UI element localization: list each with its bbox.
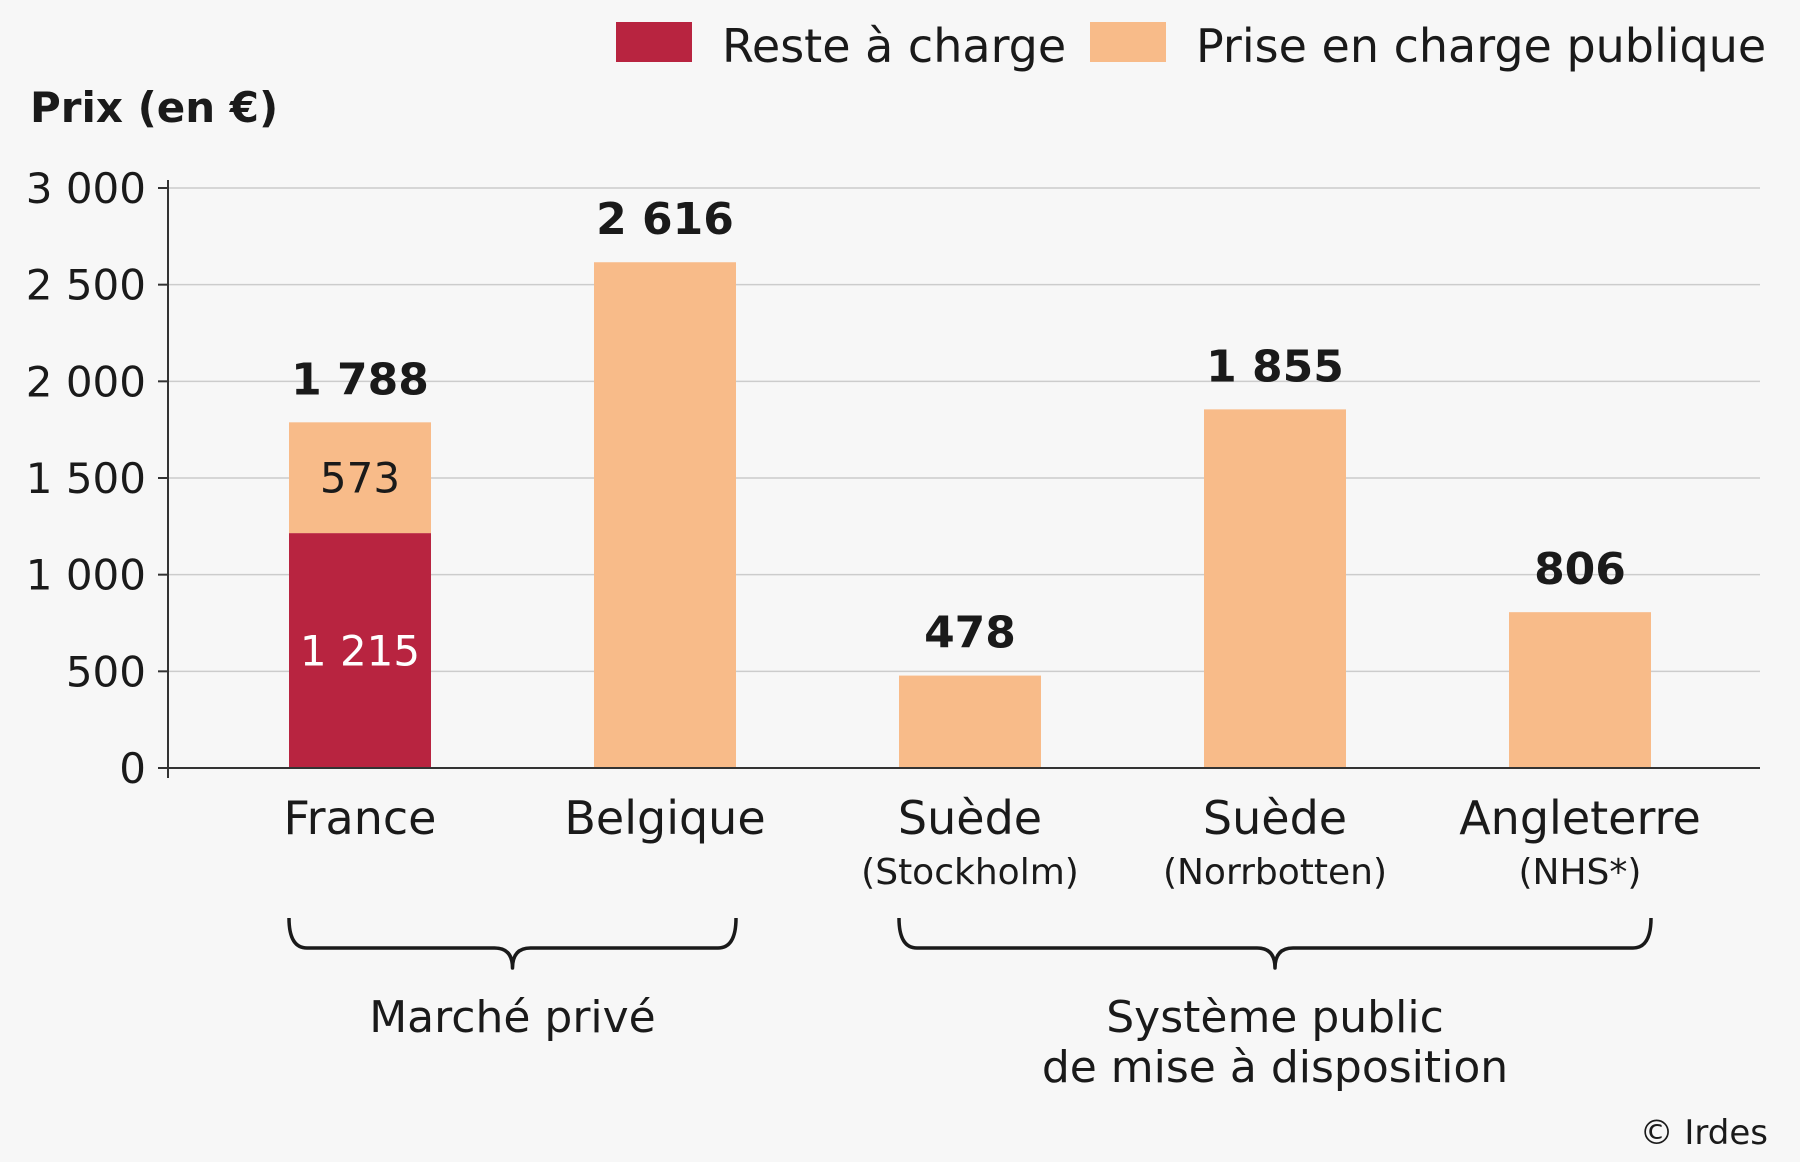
category-label: France [284, 791, 437, 845]
group-label: Système public [1106, 992, 1444, 1043]
axes [167, 180, 1760, 778]
bar-segment [1204, 409, 1346, 768]
total-label: 806 [1534, 544, 1626, 595]
category-sublabel: (Stockholm) [861, 852, 1079, 893]
y-tick-label: 1 500 [26, 454, 146, 503]
y-tick-label: 2 000 [26, 357, 146, 406]
bars: 1 215 573 1 788 2 616 478 1 855 806 [289, 194, 1651, 768]
segment-label: 1 215 [300, 627, 420, 676]
y-tick-label: 500 [66, 647, 146, 696]
bar-segment [594, 262, 736, 768]
bar-segment [289, 533, 431, 768]
category-sublabel: (NHS*) [1519, 852, 1642, 893]
category-label: Angleterre [1459, 791, 1701, 845]
legend-label-reste: Reste à charge [722, 19, 1066, 73]
legend-label-publique: Prise en charge publique [1196, 19, 1766, 73]
legend-swatch-reste [616, 22, 692, 62]
total-label: 2 616 [596, 194, 734, 245]
category-label: Suède [1203, 791, 1347, 845]
category-label: Suède [898, 791, 1042, 845]
bar-segment [899, 675, 1041, 768]
group-brace [897, 917, 1653, 970]
group-brace [287, 917, 738, 970]
segment-label: 573 [320, 454, 400, 503]
group-label: de mise à disposition [1042, 1042, 1508, 1093]
category-label: Belgique [564, 791, 765, 845]
credit: © Irdes [1640, 1113, 1768, 1153]
y-tick-label: 3 000 [26, 164, 146, 213]
total-label: 478 [924, 608, 1016, 659]
category-sublabel: (Norrbotten) [1163, 852, 1387, 893]
total-label: 1 855 [1206, 341, 1344, 392]
bar-segment [289, 422, 431, 534]
y-tick-label: 0 [119, 744, 146, 793]
legend: Reste à charge Prise en charge publique [616, 19, 1766, 73]
bar-segment [1509, 612, 1651, 768]
category-labels: France Belgique Suède (Stockholm) Suède (Norr… [284, 791, 1701, 893]
y-tick-label: 1 000 [26, 551, 146, 600]
y-tick-label: 2 500 [26, 261, 146, 310]
group-label: Marché privé [369, 992, 656, 1043]
total-label: 1 788 [291, 354, 429, 405]
y-tick-labels: 0 500 1 000 1 500 2 000 2 500 3 000 [26, 164, 146, 793]
legend-swatch-publique [1090, 22, 1166, 62]
grid [158, 187, 1760, 769]
y-axis-title: Prix (en €) [30, 83, 278, 132]
